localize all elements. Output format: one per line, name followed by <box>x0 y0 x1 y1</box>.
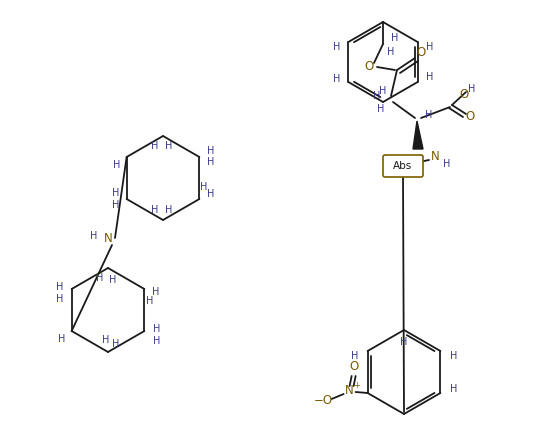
Text: H: H <box>450 384 457 394</box>
Text: H: H <box>387 47 395 57</box>
Text: Abs: Abs <box>393 161 413 171</box>
Text: H: H <box>373 91 381 101</box>
Text: H: H <box>102 335 110 345</box>
Text: H: H <box>112 188 120 198</box>
Text: −O: −O <box>314 395 333 408</box>
Text: O: O <box>459 88 468 102</box>
Text: O: O <box>349 359 358 372</box>
Text: H: H <box>207 157 214 167</box>
Text: H: H <box>200 182 207 192</box>
Text: H: H <box>56 282 63 292</box>
Text: N: N <box>345 384 354 397</box>
FancyBboxPatch shape <box>383 155 423 177</box>
Text: H: H <box>56 294 63 304</box>
Text: H: H <box>379 86 387 96</box>
Text: H: H <box>165 141 173 151</box>
Text: H: H <box>377 104 385 114</box>
Text: H: H <box>426 42 434 52</box>
Text: H: H <box>90 231 98 241</box>
Text: H: H <box>112 339 120 349</box>
Text: H: H <box>146 296 153 306</box>
Text: H: H <box>151 205 159 215</box>
Text: N: N <box>104 231 112 244</box>
Text: H: H <box>351 351 358 361</box>
Text: H: H <box>333 74 340 84</box>
Text: H: H <box>450 351 457 361</box>
Text: H: H <box>96 273 104 283</box>
Polygon shape <box>413 121 423 149</box>
Text: H: H <box>113 160 120 170</box>
Text: H: H <box>400 337 408 347</box>
Text: H: H <box>152 287 159 297</box>
Text: H: H <box>207 189 214 199</box>
Text: H: H <box>153 336 160 346</box>
Text: H: H <box>443 159 450 169</box>
Text: O: O <box>364 59 373 73</box>
Text: H: H <box>153 324 160 334</box>
Text: O: O <box>417 46 426 59</box>
Text: O: O <box>465 111 474 124</box>
Text: H: H <box>333 42 340 52</box>
Text: H: H <box>109 275 117 285</box>
Text: H: H <box>112 200 120 210</box>
Text: H: H <box>207 146 214 156</box>
Text: N: N <box>431 149 440 162</box>
Text: +: + <box>353 381 360 391</box>
Text: H: H <box>165 205 173 215</box>
Text: H: H <box>58 334 66 344</box>
Text: H: H <box>425 110 432 120</box>
Text: H: H <box>426 72 434 82</box>
Text: H: H <box>391 33 399 43</box>
Text: H: H <box>468 84 476 94</box>
Text: H: H <box>151 141 159 151</box>
